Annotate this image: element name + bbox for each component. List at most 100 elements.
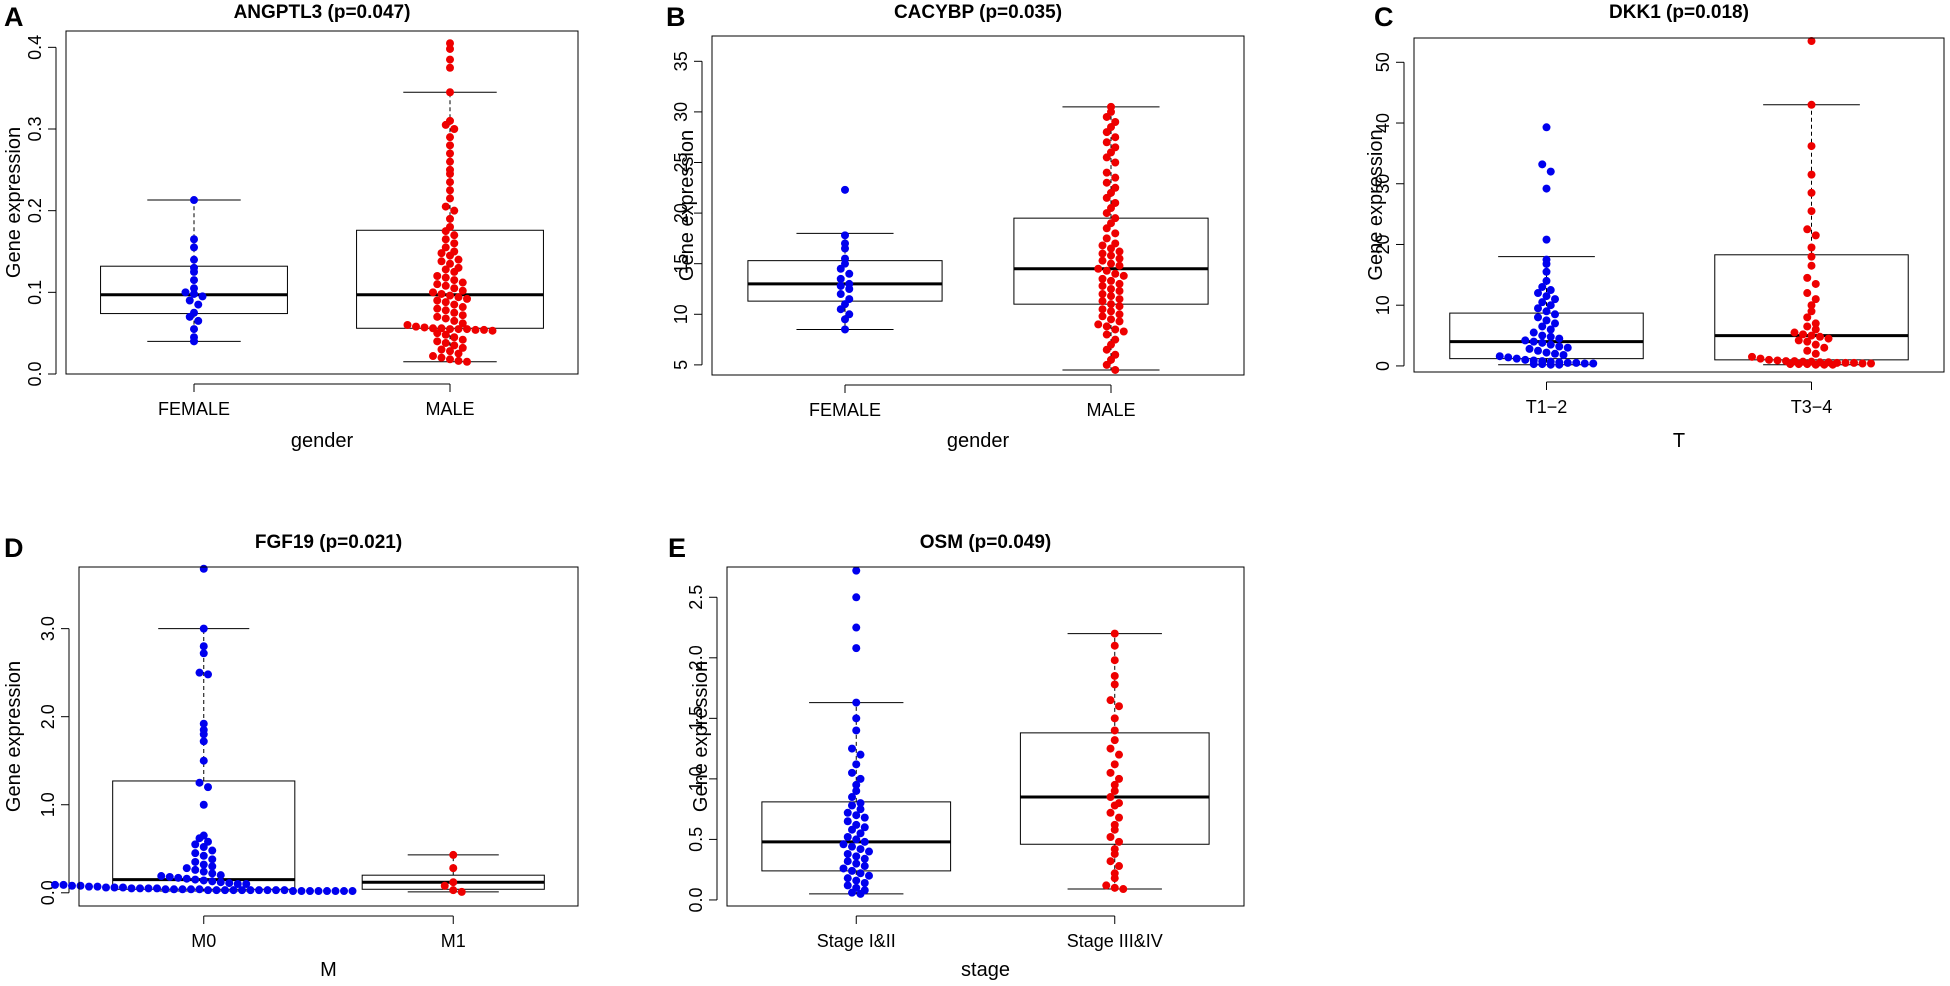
data-point [1559,350,1568,359]
y-axis-label: Gene expression [690,661,712,812]
data-point [190,289,198,298]
y-tick-label: 40 [1373,113,1393,133]
data-point [458,335,467,344]
data-point [1107,292,1115,301]
data-point [848,801,856,810]
data-point [1111,269,1120,278]
data-point [1098,305,1107,314]
data-point [1542,235,1551,244]
data-point [1542,307,1551,316]
data-point [1555,360,1564,369]
chart-title: FGF19 (p=0.021) [255,532,402,553]
data-point [1098,274,1107,283]
data-point [845,284,854,293]
data-point [1107,276,1115,285]
data-point [458,286,467,295]
data-point [450,231,459,240]
data-point [441,298,450,307]
data-point [1102,345,1111,354]
data-point [1841,358,1850,367]
data-point [1111,133,1120,142]
data-point [1551,349,1559,358]
data-point [1115,837,1123,846]
data-point [195,834,204,843]
data-point [1803,273,1812,282]
data-point [1110,714,1119,723]
data-point [1811,325,1820,334]
data-point [441,314,450,323]
data-point [446,214,454,223]
data-point [1803,346,1812,355]
x-tick-label: Stage I&II [817,931,896,951]
data-point [1811,360,1820,369]
data-point [1589,359,1598,368]
data-point [446,259,454,268]
data-point [441,281,450,290]
data-point [1115,247,1124,256]
data-point [1115,702,1123,711]
data-point [1110,760,1119,769]
data-point [306,887,314,896]
data-point [1756,354,1765,363]
panel-letter: E [668,533,686,563]
data-point [1534,313,1542,322]
data-point [860,813,869,822]
data-point [488,326,497,335]
data-point [1115,310,1124,319]
data-point [433,272,442,280]
data-point [480,325,488,334]
panel-letter: C [1374,2,1394,32]
data-point [450,276,459,285]
data-point [836,264,845,273]
data-point [852,786,861,795]
x-axis-label: M [320,959,337,981]
data-point [229,886,238,895]
data-point [76,881,85,890]
data-point [1098,290,1107,299]
data-point [187,885,195,894]
data-point [437,249,446,258]
y-tick-label: 0.0 [686,887,706,912]
data-point [860,823,869,832]
data-point [848,768,856,777]
data-point [1106,744,1115,753]
data-point [59,880,68,889]
data-point [199,851,208,860]
data-point [1094,264,1103,273]
data-point [446,149,454,158]
data-point [841,325,849,334]
x-axis-label: stage [961,959,1010,981]
data-point [165,872,174,881]
data-point [841,244,849,253]
data-point [1538,331,1547,340]
data-point [204,783,212,792]
data-point [852,698,861,707]
data-point [433,280,442,289]
data-point [446,44,454,53]
data-point [1521,336,1530,345]
data-point [836,305,845,314]
data-point [860,854,869,863]
data-point [85,882,93,891]
data-point [1816,332,1824,341]
data-point [843,849,852,858]
data-point [1563,343,1572,352]
data-point [1811,295,1820,304]
data-point [1110,849,1119,858]
data-point [1102,168,1111,177]
data-point [297,887,306,896]
data-point [195,778,204,787]
data-point [1102,128,1111,137]
y-tick-label: 0.3 [25,116,45,141]
data-point [449,850,458,859]
data-point [1803,360,1812,369]
data-point [1495,352,1504,361]
data-point [1542,267,1551,276]
data-point [1111,158,1120,167]
data-point [446,291,454,300]
data-point [1538,298,1547,307]
panel-c: C DKK1 (p=0.018) 0 10 20 30 40 50 Gene expressio… [1365,2,1945,452]
data-point [1111,325,1120,334]
data-point [1546,340,1555,349]
data-point [1115,750,1123,759]
